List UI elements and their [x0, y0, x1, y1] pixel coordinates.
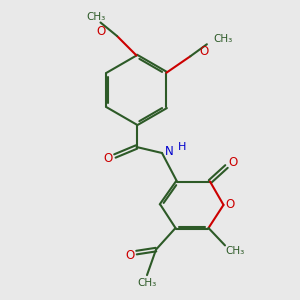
Text: O: O [125, 249, 134, 262]
Text: O: O [104, 152, 113, 166]
Text: CH₃: CH₃ [137, 278, 157, 288]
Text: H: H [178, 142, 186, 152]
Text: O: O [226, 198, 235, 212]
Text: CH₃: CH₃ [213, 34, 232, 44]
Text: O: O [229, 155, 238, 169]
Text: O: O [96, 25, 106, 38]
Text: N: N [164, 145, 173, 158]
Text: CH₃: CH₃ [86, 11, 106, 22]
Text: O: O [200, 45, 208, 58]
Text: CH₃: CH₃ [226, 246, 245, 256]
